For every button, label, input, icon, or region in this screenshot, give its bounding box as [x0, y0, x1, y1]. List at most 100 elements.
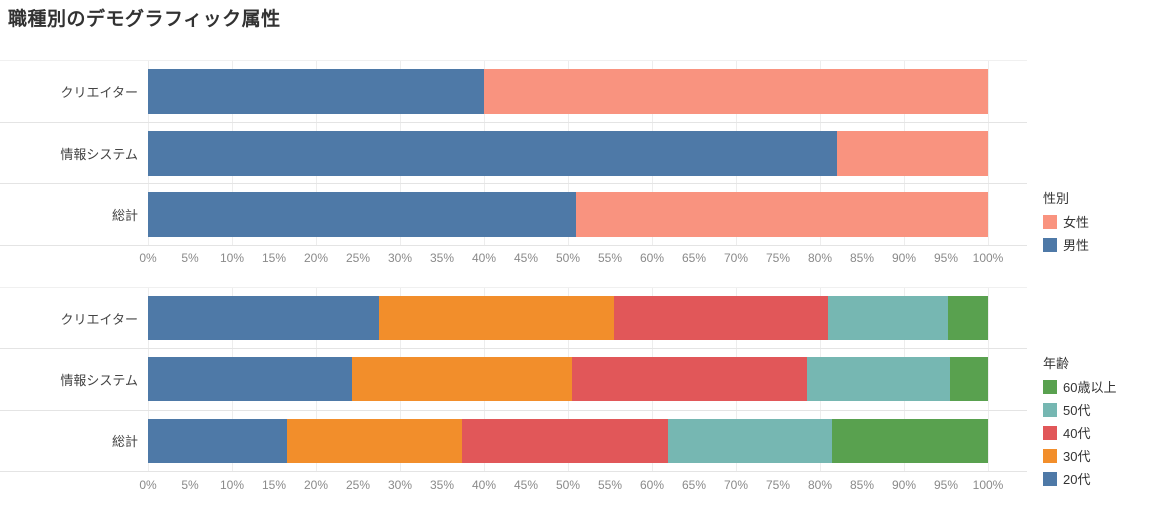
- bar-segment[interactable]: [148, 192, 577, 238]
- row-label[interactable]: 総計: [111, 208, 138, 224]
- axis-tick-label: 45%: [513, 478, 539, 492]
- axis-tick-label: 65%: [681, 251, 707, 265]
- legend-item[interactable]: 50代: [1043, 400, 1170, 419]
- row-label[interactable]: 情報システム: [60, 146, 138, 162]
- chart-row: 総計: [0, 184, 1027, 247]
- axis-tick-label: 20%: [303, 251, 329, 265]
- axis-tick-label: 95%: [933, 251, 959, 265]
- axis-tick-label: 55%: [597, 478, 623, 492]
- bar-segment[interactable]: [576, 192, 988, 238]
- axis-tick-label: 50%: [555, 478, 581, 492]
- axis-tick-label: 70%: [723, 251, 749, 265]
- bar-segment[interactable]: [148, 418, 288, 463]
- axis-tick-label: 5%: [181, 251, 199, 265]
- legend-swatch-icon[interactable]: [1043, 448, 1057, 463]
- axis-tick-label: 85%: [849, 478, 875, 492]
- legend-swatch-icon[interactable]: [1043, 471, 1057, 486]
- axis-tick-label: 70%: [723, 478, 749, 492]
- bar-segment[interactable]: [614, 296, 829, 341]
- legend-item[interactable]: 60歳以上: [1043, 377, 1170, 396]
- chart-row: クリエイター: [0, 61, 1027, 123]
- axis-tick-label: 15%: [261, 478, 287, 492]
- bar-segment[interactable]: [836, 130, 988, 176]
- bar-segment[interactable]: [484, 68, 988, 114]
- legend-item-label[interactable]: 20代: [1063, 472, 1091, 487]
- bar-segment[interactable]: [148, 68, 484, 114]
- legend-items: 60歳以上 50代 40代 30代 20代: [1043, 377, 1170, 488]
- chart-row: 総計: [0, 411, 1027, 472]
- axis-tick-label: 65%: [681, 478, 707, 492]
- chart-row: クリエイター: [0, 288, 1027, 350]
- bar-segment[interactable]: [807, 357, 951, 402]
- gridline: [988, 288, 989, 472]
- legend-items: 女性 男性: [1043, 212, 1170, 254]
- axis-tick-label: 95%: [933, 478, 959, 492]
- chart-row: 情報システム: [0, 349, 1027, 411]
- row-label[interactable]: 総計: [111, 434, 138, 450]
- axis-tick-label: 60%: [639, 478, 665, 492]
- bar-segment[interactable]: [462, 418, 668, 463]
- axis-tick-label: 35%: [429, 251, 455, 265]
- axis-tick-label: 15%: [261, 251, 287, 265]
- legend-item-label[interactable]: 30代: [1063, 449, 1091, 464]
- legend-swatch-icon[interactable]: [1043, 237, 1057, 252]
- bar-segment[interactable]: [148, 357, 353, 402]
- page-title: 職種別のデモグラフィック属性: [8, 9, 281, 30]
- axis-tick-label: 55%: [597, 251, 623, 265]
- legend-item[interactable]: 男性: [1043, 235, 1170, 254]
- legend-swatch-icon[interactable]: [1043, 214, 1057, 229]
- axis-tick-label: 100%: [972, 251, 1004, 265]
- axis-tick-label: 30%: [387, 251, 413, 265]
- bar-segment[interactable]: [352, 357, 573, 402]
- legend-item[interactable]: 40代: [1043, 423, 1170, 442]
- bar-segment[interactable]: [379, 296, 615, 341]
- bar-segment[interactable]: [572, 357, 808, 402]
- legend-item-label[interactable]: 40代: [1063, 426, 1091, 441]
- legend-item[interactable]: 30代: [1043, 446, 1170, 465]
- axis-tick-label: 80%: [807, 251, 833, 265]
- axis-tick-label: 90%: [891, 251, 917, 265]
- bar-segment[interactable]: [828, 296, 948, 341]
- row-label[interactable]: 情報システム: [60, 372, 138, 388]
- legend-item-label[interactable]: 男性: [1063, 238, 1090, 253]
- bar-segment[interactable]: [667, 418, 832, 463]
- axis-tick-label: 60%: [639, 251, 665, 265]
- legend-item[interactable]: 女性: [1043, 212, 1170, 231]
- axis-tick-label: 100%: [972, 478, 1004, 492]
- axis-tick-label: 85%: [849, 251, 875, 265]
- legend-item-label[interactable]: 女性: [1063, 215, 1090, 230]
- axis-tick-label: 0%: [139, 478, 157, 492]
- axis-tick-label: 75%: [765, 251, 791, 265]
- legend-swatch-icon[interactable]: [1043, 379, 1057, 394]
- axis-tick-label: 50%: [555, 251, 581, 265]
- axis-tick-label: 20%: [303, 478, 329, 492]
- legend-title: 性別: [1043, 191, 1070, 206]
- bar-segment[interactable]: [831, 418, 988, 463]
- axis-tick-label: 25%: [345, 251, 371, 265]
- gender-legend: 性別 女性男性: [1043, 188, 1170, 258]
- bar-segment[interactable]: [287, 418, 463, 463]
- age-chart: クリエイター 情報システム総計: [0, 287, 1027, 472]
- legend-item-label[interactable]: 60歳以上: [1063, 380, 1117, 395]
- stacked-bar: [148, 357, 988, 402]
- axis-tick-label: 80%: [807, 478, 833, 492]
- row-label[interactable]: クリエイター: [60, 84, 138, 100]
- bar-segment[interactable]: [148, 296, 379, 341]
- chart-row: 情報システム: [0, 123, 1027, 185]
- bar-segment[interactable]: [950, 357, 988, 402]
- row-label[interactable]: クリエイター: [60, 311, 138, 327]
- legend-swatch-icon[interactable]: [1043, 425, 1057, 440]
- legend-item[interactable]: 20代: [1043, 469, 1170, 488]
- stacked-bar: [148, 192, 988, 238]
- stacked-bar: [148, 418, 988, 463]
- gridline: [988, 61, 989, 246]
- stacked-bar: [148, 68, 988, 114]
- axis-tick-label: 10%: [219, 251, 245, 265]
- bar-segment[interactable]: [148, 130, 837, 176]
- age-legend: 年齢 60歳以上 50代 40代 30代 20代: [1043, 353, 1170, 492]
- legend-swatch-icon[interactable]: [1043, 402, 1057, 417]
- legend-item-label[interactable]: 50代: [1063, 403, 1091, 418]
- axis-tick-label: 0%: [139, 251, 157, 265]
- bar-segment[interactable]: [947, 296, 988, 341]
